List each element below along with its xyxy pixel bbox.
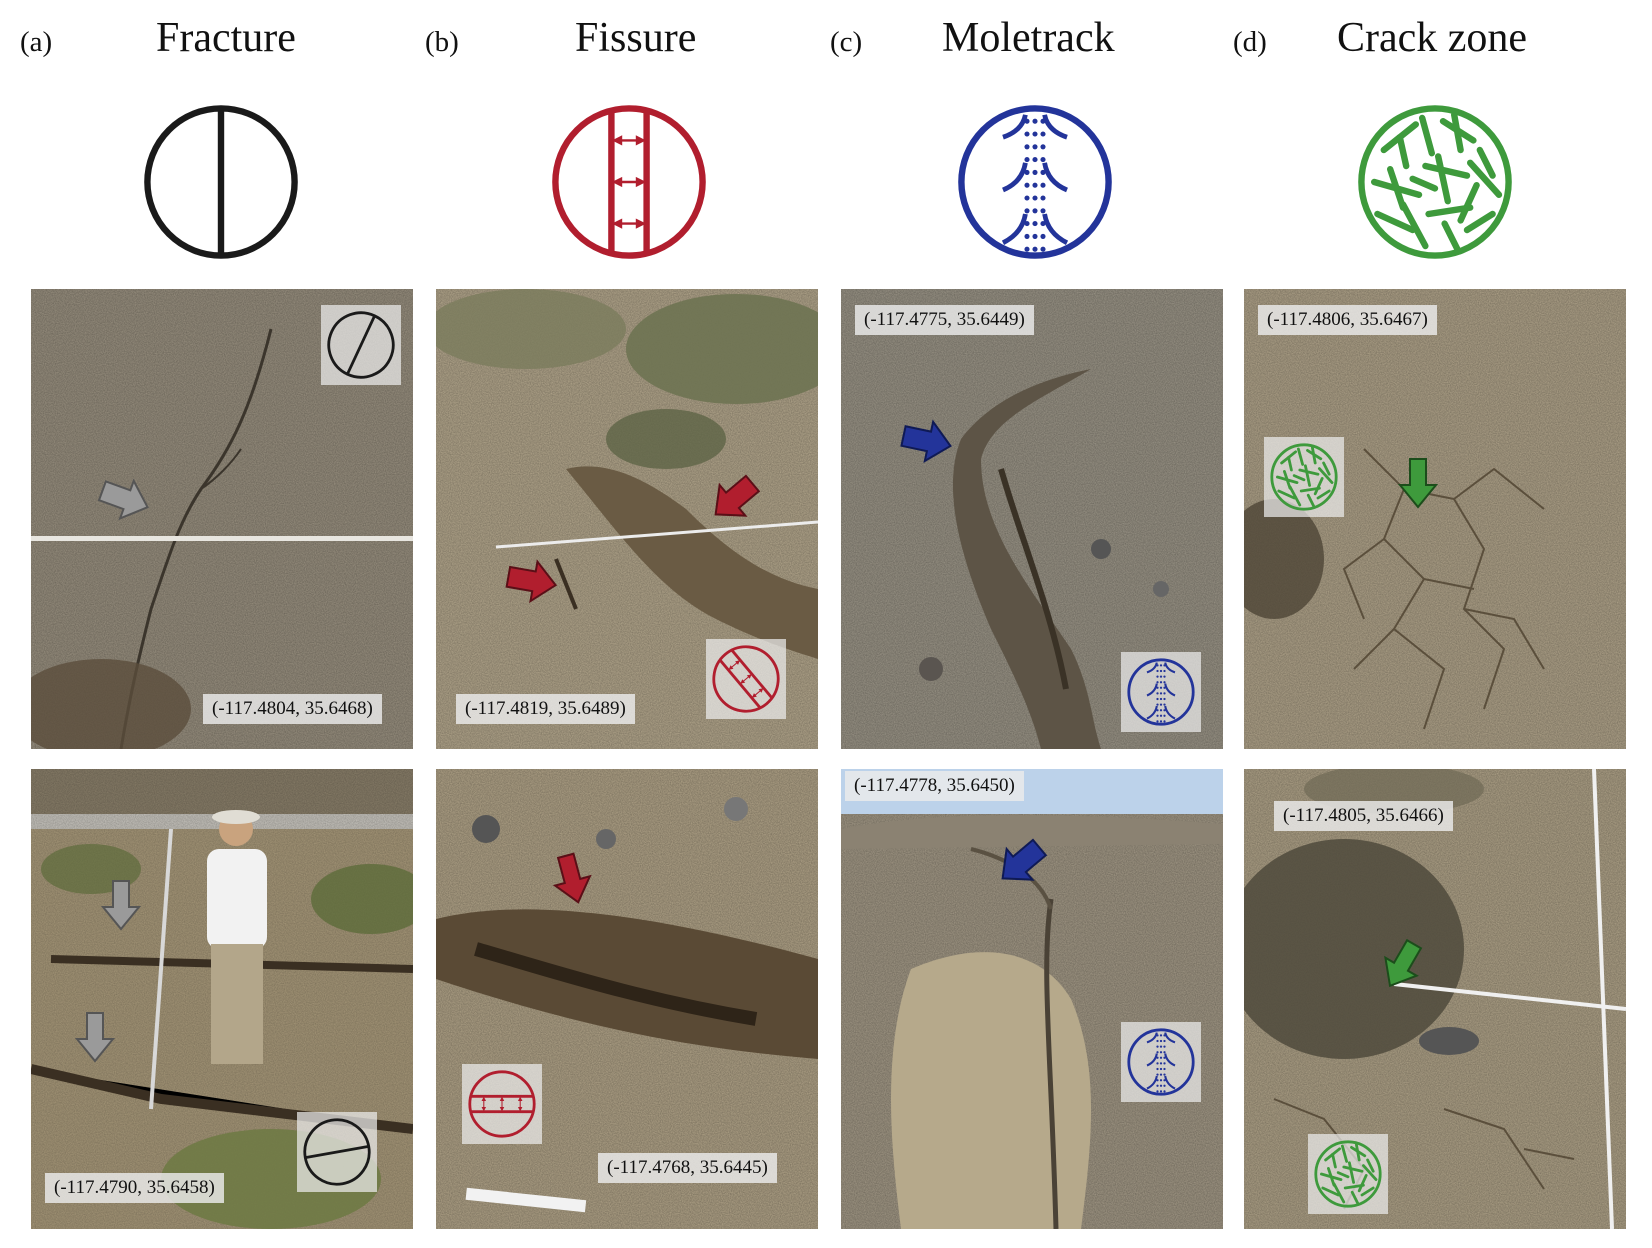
column-title: Crack zone — [1337, 15, 1528, 61]
arrow-icon — [100, 880, 142, 931]
symbol-badge — [321, 305, 401, 385]
fissure-icon — [549, 102, 709, 262]
photo-moletrack-2: (-117.4778, 35.6450) — [841, 769, 1223, 1229]
coordinates-label: (-117.4806, 35.6467) — [1258, 305, 1437, 335]
arrow-icon — [1001, 838, 1048, 881]
coordinates-label: (-117.4778, 35.6450) — [845, 771, 1024, 801]
photo-fissure-2: (-117.4768, 35.6445) — [436, 769, 818, 1229]
arrow-icon — [97, 478, 149, 521]
coordinates-label: (-117.4790, 35.6458) — [45, 1173, 224, 1203]
photo-crack-zone-2: (-117.4805, 35.6466) — [1244, 769, 1626, 1229]
column-moletrack: (c) Moletrack (-117.4775, 35.6449) — [830, 0, 1230, 1248]
fissure-tilted-icon — [711, 644, 781, 714]
coordinates-label: (-117.4805, 35.6466) — [1274, 801, 1453, 831]
arrow-icon — [1397, 458, 1439, 509]
column-crack-zone: (d) Crack zone (-117.4806, 35.6467) — [1233, 0, 1633, 1248]
coordinates-label: (-117.4775, 35.6449) — [855, 305, 1034, 335]
coordinates-label: (-117.4804, 35.6468) — [203, 694, 382, 724]
fissure-horizontal-icon — [467, 1069, 537, 1139]
panel-letter: (b) — [425, 26, 459, 58]
coordinates-label: (-117.4819, 35.6489) — [456, 694, 635, 724]
symbol-badge — [1121, 652, 1201, 732]
crack-zone-icon — [1313, 1139, 1383, 1209]
fracture-icon — [141, 102, 301, 262]
coordinates-label: (-117.4768, 35.6445) — [598, 1153, 777, 1183]
column-title: Fissure — [575, 15, 697, 61]
symbol-badge — [706, 639, 786, 719]
column-fracture: (a) Fracture (-117.4804, 35.6468) — [20, 0, 420, 1248]
ground-photo — [1244, 769, 1626, 1229]
photo-crack-zone-1: (-117.4806, 35.6467) — [1244, 289, 1626, 749]
column-title: Fracture — [156, 15, 296, 61]
symbol-badge — [1264, 437, 1344, 517]
symbol-badge — [297, 1112, 377, 1192]
crack-zone-icon — [1269, 442, 1339, 512]
arrow-icon — [552, 852, 592, 904]
arrow-icon — [900, 419, 952, 463]
arrow-icon — [74, 1012, 116, 1063]
photo-fracture-1: (-117.4804, 35.6468) — [31, 289, 413, 749]
symbol-badge — [1308, 1134, 1388, 1214]
moletrack-icon — [1126, 1027, 1196, 1097]
panel-letter: (c) — [830, 26, 863, 58]
moletrack-icon — [1126, 657, 1196, 727]
ground-photo — [436, 769, 818, 1229]
column-fissure: (b) Fissure (-117.4819, 35.6489) — [425, 0, 825, 1248]
column-title: Moletrack — [942, 15, 1115, 61]
crack-zone-icon — [1355, 102, 1515, 262]
panel-letter: (a) — [20, 26, 53, 58]
moletrack-icon — [955, 102, 1115, 262]
photo-moletrack-1: (-117.4775, 35.6449) — [841, 289, 1223, 749]
ground-photo — [841, 769, 1223, 1229]
arrow-icon — [505, 559, 558, 604]
fracture-tilted-icon — [326, 310, 396, 380]
panel-letter: (d) — [1233, 26, 1267, 58]
symbol-badge — [462, 1064, 542, 1144]
photo-fracture-2: (-117.4790, 35.6458) — [31, 769, 413, 1229]
arrow-icon — [714, 474, 761, 517]
arrow-icon — [1384, 938, 1423, 988]
ground-photo — [1244, 289, 1626, 749]
fracture-horizontal-icon — [302, 1117, 372, 1187]
symbol-badge — [1121, 1022, 1201, 1102]
photo-fissure-1: (-117.4819, 35.6489) — [436, 289, 818, 749]
